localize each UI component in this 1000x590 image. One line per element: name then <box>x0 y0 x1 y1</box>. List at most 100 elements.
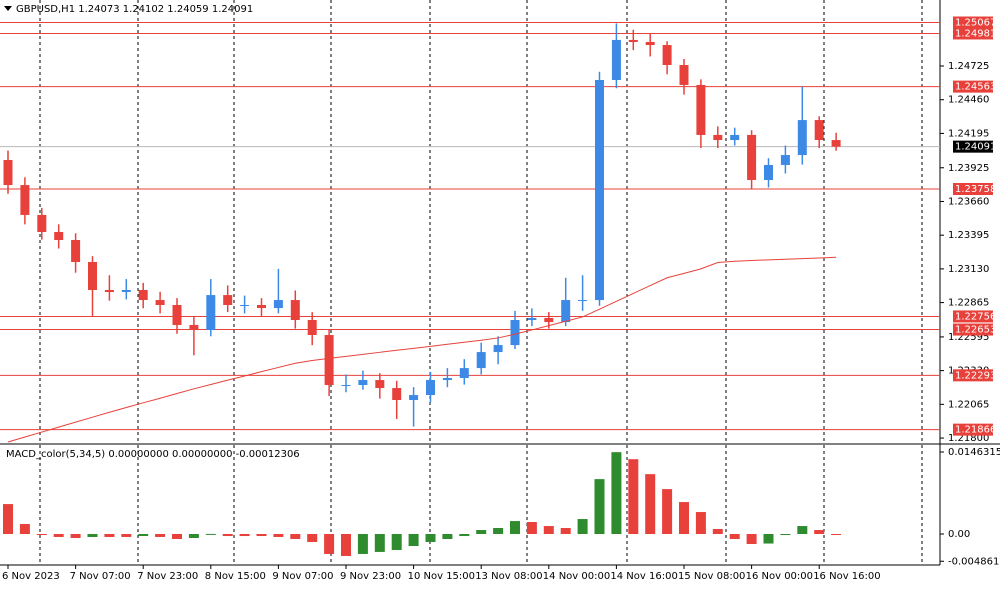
candle-body <box>273 300 283 309</box>
histogram-bar <box>273 534 284 537</box>
candle-body <box>493 345 503 353</box>
histogram-bar <box>3 504 13 535</box>
candle-body <box>206 295 216 331</box>
histogram-bar <box>662 489 673 535</box>
histogram-bar <box>70 534 81 538</box>
candle-body <box>797 120 807 156</box>
level-label-box <box>953 16 993 29</box>
histogram-bar <box>442 534 453 539</box>
level-label-box <box>953 310 993 323</box>
candle-body <box>3 160 13 186</box>
candle-body <box>527 317 537 321</box>
level-label-box <box>953 27 993 40</box>
histogram-bar <box>256 534 267 537</box>
y-tick-label: 1.22595 <box>948 332 989 343</box>
histogram-bar <box>341 534 351 556</box>
candle-body <box>628 39 638 42</box>
level-label-box <box>953 369 993 382</box>
grid <box>39 0 923 565</box>
plot <box>0 22 940 443</box>
histogram-bar <box>543 526 554 535</box>
histogram-bar <box>357 534 368 554</box>
x-tick-label: 7 Nov 23:00 <box>137 571 198 582</box>
y-tick-label: 1.24195 <box>948 128 989 139</box>
y-tick-label: 1.21800 <box>948 433 989 444</box>
candle-body <box>426 380 435 396</box>
histogram-bar <box>307 534 318 542</box>
y-tick-label: 1.23395 <box>948 230 989 241</box>
candle-body <box>341 385 351 387</box>
histogram-bar <box>138 534 149 537</box>
histogram-bar <box>425 534 436 542</box>
level-label: 1.21866 <box>955 425 996 436</box>
y-tick-label: 1.22065 <box>948 399 989 410</box>
level-label-box <box>953 80 993 93</box>
histogram-bar <box>831 534 842 536</box>
x-tick-label: 14 Nov 00:00 <box>543 571 610 582</box>
histogram-bar <box>53 534 64 537</box>
candle-body <box>459 368 469 379</box>
histogram-bar <box>391 534 402 550</box>
histogram-bar <box>746 534 757 544</box>
x-tick-label: 15 Nov 08:00 <box>678 571 745 582</box>
candle-body <box>324 335 334 386</box>
candle-body <box>20 185 30 215</box>
candle-body <box>476 352 486 369</box>
candle-body <box>155 300 165 305</box>
histogram-bar <box>374 534 385 552</box>
histogram-bar <box>763 534 774 544</box>
candle-body <box>696 84 706 135</box>
menu-arrow[interactable] <box>4 6 12 11</box>
histogram-bar <box>594 479 605 535</box>
candle-body <box>88 262 97 290</box>
y-tick-label: -0.0048615 <box>948 556 1000 567</box>
moving-average <box>7 256 837 443</box>
candle-body <box>645 41 655 46</box>
candle-body <box>747 134 757 180</box>
histogram-bar <box>695 512 706 535</box>
histogram-bar <box>172 534 182 539</box>
level-label-box <box>953 423 993 436</box>
candle-body <box>257 304 266 309</box>
x-tick-label: 8 Nov 15:00 <box>205 571 266 582</box>
y-tick-label: 1.23925 <box>948 163 989 174</box>
histogram-bar <box>408 534 419 546</box>
candle-body <box>561 300 571 323</box>
candle-body <box>121 289 131 293</box>
y-tick-label: 0.0146315 <box>948 447 1000 458</box>
histogram-bar <box>797 526 808 535</box>
candle-body <box>358 380 368 386</box>
histogram-bar <box>87 534 98 537</box>
y-tick-label: 1.23660 <box>948 196 989 207</box>
candle-body <box>71 240 81 263</box>
candle-body <box>37 214 47 232</box>
histogram-bar <box>155 534 166 537</box>
candle-body <box>54 231 64 241</box>
histogram-bar <box>510 521 520 535</box>
candle-body <box>814 120 824 141</box>
candle-body <box>831 140 841 147</box>
x-tick-label: 16 Nov 16:00 <box>813 571 880 582</box>
candle-body <box>595 80 604 301</box>
candle-body <box>189 324 199 331</box>
candle-body <box>409 395 419 401</box>
histogram-bar <box>205 533 216 535</box>
candle-body <box>713 134 723 141</box>
level-label: 1.23758 <box>955 184 996 195</box>
level-label: 1.25067 <box>955 18 996 29</box>
candle-body <box>442 378 452 381</box>
candle-body <box>662 45 672 65</box>
histogram-bar <box>679 502 689 535</box>
histogram-bar <box>104 534 115 537</box>
histogram-bar <box>560 528 571 535</box>
level-label: 1.22653 <box>955 325 996 336</box>
histogram-bar <box>814 530 825 535</box>
candle-body <box>578 300 588 302</box>
histogram-bar <box>476 530 487 535</box>
candle-body <box>290 300 300 321</box>
candle-body <box>172 304 182 325</box>
last-price-box <box>953 140 993 153</box>
y-tick-label: 1.24725 <box>948 61 989 72</box>
candle-body <box>780 155 790 165</box>
